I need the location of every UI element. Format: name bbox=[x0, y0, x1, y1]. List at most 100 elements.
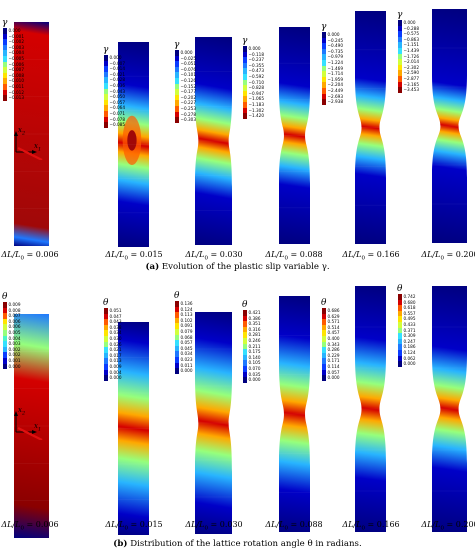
legend-value: −0.064 bbox=[109, 105, 126, 111]
legend-swatch bbox=[3, 329, 7, 336]
legend-swatch bbox=[243, 371, 247, 378]
legend-value: −0.004 bbox=[8, 50, 25, 56]
legend-symbol: γ bbox=[321, 22, 327, 32]
legend-swatch bbox=[243, 315, 247, 322]
legend-swatch bbox=[243, 107, 247, 114]
legend-symbol: θ bbox=[321, 298, 327, 308]
legend-swatch bbox=[243, 68, 247, 74]
legend-swatch bbox=[104, 105, 108, 111]
specimen-contour-b-1 bbox=[14, 314, 49, 538]
legend-value: 0.514 bbox=[327, 324, 340, 330]
legend-swatch bbox=[104, 77, 108, 83]
legend-value: 0.013 bbox=[109, 358, 122, 364]
legend-swatch bbox=[104, 330, 108, 336]
legend-swatch bbox=[322, 335, 326, 342]
legend-swatch bbox=[175, 351, 179, 357]
legend-value: −0.005 bbox=[8, 55, 25, 61]
legend-value: −0.085 bbox=[109, 122, 126, 128]
legend-symbol: θ bbox=[2, 292, 8, 302]
legend-swatch bbox=[322, 319, 326, 325]
legend-swatch bbox=[398, 355, 402, 362]
specimen-b-3 bbox=[195, 312, 232, 534]
legend-swatch bbox=[104, 335, 108, 342]
legend-swatch bbox=[398, 20, 402, 26]
legend-value: −1.439 bbox=[403, 47, 420, 53]
legend-value: 0.371 bbox=[403, 327, 416, 333]
legend-swatch bbox=[398, 349, 402, 356]
legend-colorbar bbox=[175, 301, 179, 374]
legend-value: −0.036 bbox=[109, 82, 126, 88]
legend-value: −1.420 bbox=[248, 113, 265, 119]
legend-value: 0.008 bbox=[8, 307, 21, 313]
legend-value: 0.006 bbox=[8, 324, 21, 330]
legend-swatch bbox=[104, 375, 108, 381]
legend-value: 0.000 bbox=[403, 20, 416, 25]
legend-value: 0.742 bbox=[403, 294, 416, 299]
legend-swatch bbox=[3, 363, 7, 370]
legend-b-4: θ 0.421 0.386 0.351 0.316 0.281 0.246 0.211 0.17… bbox=[242, 300, 261, 383]
legend-value: −0.006 bbox=[8, 61, 25, 67]
legend-value: −0.490 bbox=[327, 43, 344, 49]
legend-swatch bbox=[104, 88, 108, 95]
specimen-contour-a-5 bbox=[355, 11, 386, 244]
specimen-a-3 bbox=[195, 37, 232, 245]
legend-colorbar bbox=[175, 50, 179, 123]
strain-label-b-4: ΔL/L0 = 0.088 bbox=[265, 520, 323, 532]
legend-swatch bbox=[175, 362, 179, 369]
legend-value: 0.000 bbox=[248, 46, 261, 51]
caption-a: (a) Evolution of the plastic slip variab… bbox=[0, 262, 475, 272]
legend-symbol: θ bbox=[103, 298, 109, 308]
legend-value: 0.045 bbox=[180, 345, 193, 351]
legend-symbol: γ bbox=[103, 45, 109, 55]
legend-value: −2.590 bbox=[403, 70, 420, 76]
legend-swatch bbox=[3, 55, 7, 62]
legend-swatch bbox=[243, 113, 247, 119]
legend-value: 0.057 bbox=[327, 369, 340, 375]
legend-symbol: γ bbox=[2, 18, 8, 28]
caption-b-text: Distribution of the lattice rotation ang… bbox=[130, 539, 362, 549]
specimen-b-5 bbox=[355, 286, 386, 532]
legend-b-6: θ 0.742 0.680 0.618 0.557 0.495 0.433 0.371 0.30… bbox=[397, 284, 416, 367]
legend-value: −0.979 bbox=[327, 54, 344, 60]
legend-value: 0.343 bbox=[327, 341, 340, 347]
strain-label-b-1: ΔL/L0 = 0.006 bbox=[1, 520, 59, 532]
legend-value: 0.571 bbox=[327, 319, 340, 325]
legend-swatch bbox=[104, 82, 108, 89]
legend-value: −0.028 bbox=[109, 77, 126, 83]
axis-x2-label: x2 bbox=[18, 126, 26, 137]
legend-value: −0.278 bbox=[180, 111, 197, 117]
legend-value: 0.068 bbox=[180, 334, 193, 340]
legend-swatch bbox=[3, 318, 7, 325]
legend-value: 0.102 bbox=[180, 317, 193, 323]
legend-value: 0.171 bbox=[327, 358, 340, 364]
specimen-contour-a-2 bbox=[118, 42, 149, 247]
legend-value: −1.224 bbox=[327, 59, 344, 65]
legend-swatch bbox=[322, 358, 326, 364]
legend-swatch bbox=[243, 79, 247, 86]
specimen-a-6 bbox=[432, 9, 467, 243]
legend-swatch bbox=[322, 93, 326, 100]
legend-colorbar bbox=[243, 46, 247, 119]
legend-value: 0.021 bbox=[109, 347, 122, 353]
legend-swatch bbox=[3, 313, 7, 319]
strain-label-b-6: ΔL/L0 = 0.200 bbox=[421, 520, 475, 532]
legend-colorbar bbox=[104, 55, 108, 128]
legend-value: −1.726 bbox=[403, 53, 420, 59]
legend-value: −0.202 bbox=[180, 94, 197, 100]
legend-value: 0.000 bbox=[180, 50, 193, 55]
legend-swatch bbox=[398, 36, 402, 43]
legend-value: 0.002 bbox=[8, 346, 21, 352]
legend-swatch bbox=[3, 83, 7, 90]
legend-value: −0.007 bbox=[8, 67, 25, 73]
legend-swatch bbox=[322, 32, 326, 38]
legend-swatch bbox=[398, 321, 402, 328]
legend-swatch bbox=[322, 59, 326, 66]
legend-value: −0.253 bbox=[180, 105, 197, 111]
specimen-contour-b-6 bbox=[432, 286, 467, 532]
legend-swatch bbox=[398, 316, 402, 322]
legend-swatch bbox=[322, 308, 326, 314]
legend-value: −1.469 bbox=[327, 65, 344, 71]
legend-swatch bbox=[398, 42, 402, 48]
legend-value: −0.735 bbox=[327, 48, 344, 54]
legend-swatch bbox=[243, 365, 247, 372]
